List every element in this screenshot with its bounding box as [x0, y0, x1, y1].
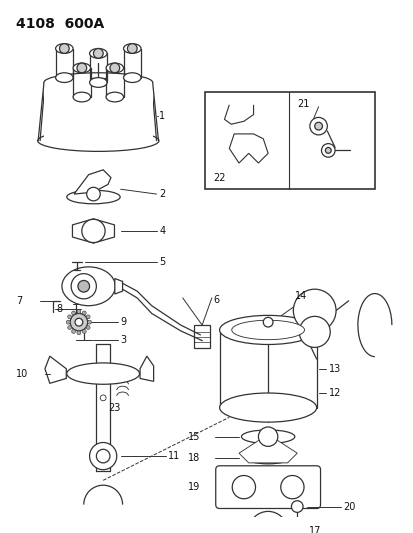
Text: 23: 23: [108, 402, 120, 413]
Circle shape: [232, 475, 255, 499]
Ellipse shape: [246, 452, 289, 464]
Circle shape: [291, 500, 302, 512]
Circle shape: [309, 117, 327, 135]
Bar: [194, 325, 209, 349]
Text: 4108  600A: 4108 600A: [16, 18, 104, 31]
Text: 15: 15: [188, 432, 200, 442]
Text: 11: 11: [168, 451, 180, 461]
Circle shape: [70, 313, 88, 331]
Polygon shape: [238, 441, 297, 463]
Circle shape: [96, 449, 110, 463]
Text: 18: 18: [188, 453, 200, 463]
Circle shape: [59, 44, 69, 53]
Ellipse shape: [55, 73, 73, 83]
Circle shape: [88, 320, 91, 324]
Circle shape: [77, 331, 81, 335]
Ellipse shape: [66, 363, 139, 384]
Circle shape: [77, 310, 81, 313]
Text: 14: 14: [294, 291, 307, 301]
Text: 17: 17: [308, 526, 320, 533]
Circle shape: [71, 329, 75, 333]
Polygon shape: [229, 134, 268, 163]
Circle shape: [77, 63, 86, 73]
Text: 8: 8: [57, 304, 62, 313]
Polygon shape: [45, 356, 66, 383]
Text: 1: 1: [159, 111, 165, 122]
Text: 2: 2: [159, 189, 165, 199]
Bar: [204, 92, 374, 189]
Circle shape: [66, 320, 70, 324]
Text: 7: 7: [16, 296, 22, 306]
Circle shape: [258, 427, 277, 446]
Circle shape: [259, 522, 276, 533]
Circle shape: [89, 442, 116, 470]
Ellipse shape: [89, 49, 107, 58]
Ellipse shape: [123, 73, 141, 83]
Circle shape: [75, 318, 83, 326]
Bar: [90, 78, 106, 85]
Text: 19: 19: [188, 482, 200, 492]
Text: 5: 5: [159, 257, 165, 267]
Ellipse shape: [89, 78, 107, 87]
Polygon shape: [114, 279, 122, 294]
Circle shape: [325, 148, 330, 154]
Ellipse shape: [231, 320, 304, 340]
Circle shape: [86, 326, 90, 329]
Circle shape: [86, 187, 100, 201]
Circle shape: [248, 511, 287, 533]
Circle shape: [86, 315, 90, 319]
Circle shape: [82, 311, 86, 315]
Ellipse shape: [219, 316, 316, 344]
Ellipse shape: [106, 63, 123, 73]
Text: 20: 20: [342, 502, 354, 512]
Ellipse shape: [241, 430, 294, 443]
Bar: [44, 83, 152, 141]
Polygon shape: [74, 170, 111, 194]
Circle shape: [71, 311, 75, 315]
Circle shape: [68, 326, 71, 329]
Ellipse shape: [73, 92, 90, 102]
Circle shape: [82, 219, 105, 243]
Ellipse shape: [38, 130, 159, 151]
Circle shape: [71, 273, 96, 299]
Circle shape: [127, 44, 137, 53]
Circle shape: [82, 329, 86, 333]
Circle shape: [93, 49, 103, 58]
Text: 3: 3: [120, 335, 126, 345]
Ellipse shape: [66, 190, 120, 204]
Text: 13: 13: [328, 364, 341, 374]
Ellipse shape: [106, 92, 123, 102]
Circle shape: [110, 63, 119, 73]
Circle shape: [68, 315, 71, 319]
Text: 21: 21: [297, 99, 309, 109]
Ellipse shape: [123, 44, 141, 53]
Ellipse shape: [73, 63, 90, 73]
FancyBboxPatch shape: [215, 466, 320, 508]
Text: 22: 22: [212, 173, 225, 183]
Circle shape: [293, 289, 335, 332]
Polygon shape: [140, 356, 153, 382]
Ellipse shape: [44, 73, 152, 92]
Polygon shape: [72, 219, 114, 243]
Text: 9: 9: [120, 317, 126, 327]
Ellipse shape: [55, 44, 73, 53]
Circle shape: [78, 280, 89, 292]
Text: 4: 4: [159, 226, 165, 236]
Text: 6: 6: [213, 295, 219, 305]
Circle shape: [263, 317, 272, 327]
Circle shape: [280, 475, 303, 499]
Ellipse shape: [62, 267, 115, 305]
Circle shape: [100, 395, 106, 401]
Text: 10: 10: [16, 369, 28, 378]
Circle shape: [299, 317, 330, 348]
Ellipse shape: [219, 393, 316, 422]
Circle shape: [314, 122, 322, 130]
Text: 12: 12: [328, 388, 341, 398]
Circle shape: [321, 143, 334, 157]
